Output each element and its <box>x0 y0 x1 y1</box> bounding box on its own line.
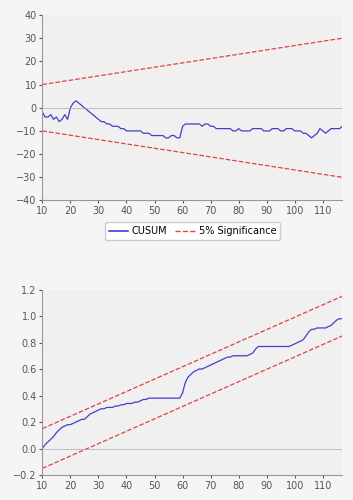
Legend: CUSUM, 5% Significance: CUSUM, 5% Significance <box>104 222 280 240</box>
